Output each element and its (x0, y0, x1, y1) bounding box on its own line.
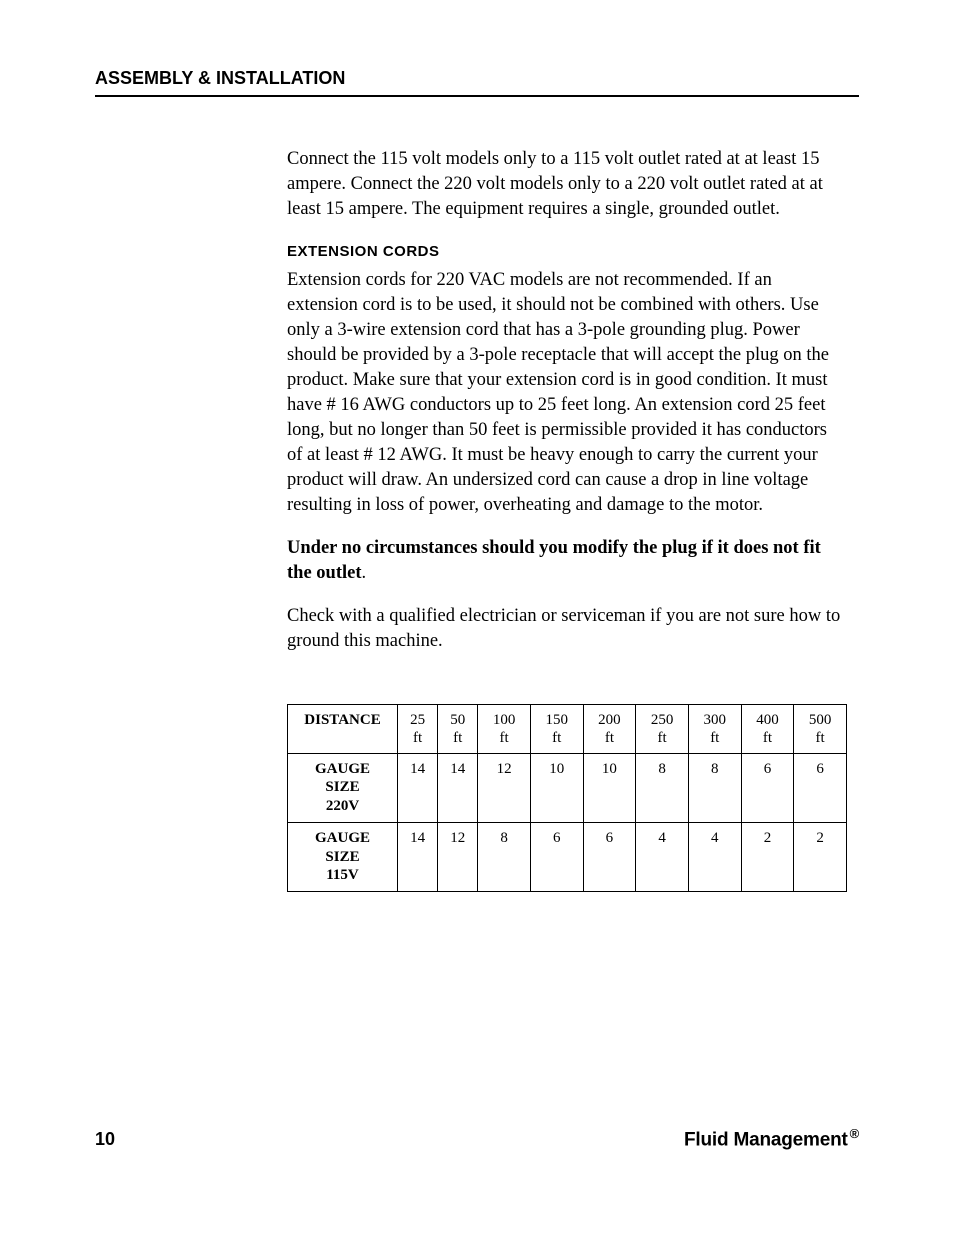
table-cell: 400ft (741, 704, 794, 753)
table-cell: 8 (688, 753, 741, 822)
table-cell: 4 (636, 822, 689, 891)
table-cell: 2 (741, 822, 794, 891)
page-footer: 10 Fluid Management® (95, 1126, 859, 1151)
table-cell: 6 (583, 822, 636, 891)
bold-text: Under no circumstances should you modify… (287, 538, 821, 583)
paragraph: Check with a qualified electrician or se… (287, 604, 847, 654)
table-cell: 14 (398, 822, 438, 891)
paragraph: Connect the 115 volt models only to a 11… (287, 147, 847, 222)
table-row: GAUGESIZE115V 14 12 8 6 6 4 4 2 2 (288, 822, 847, 891)
row-header-distance: DISTANCE (288, 704, 398, 753)
table-cell: 6 (530, 822, 583, 891)
subheading-extension-cords: EXTENSION CORDS (287, 242, 847, 262)
table-cell: 300ft (688, 704, 741, 753)
paragraph: Extension cords for 220 VAC models are n… (287, 268, 847, 518)
table-cell: 25ft (398, 704, 438, 753)
table-cell: 150ft (530, 704, 583, 753)
brand-text: Fluid Management (684, 1129, 848, 1150)
table-cell: 6 (794, 753, 847, 822)
row-header-gauge-220v: GAUGESIZE220V (288, 753, 398, 822)
gauge-table-container: DISTANCE 25ft 50ft 100ft 150ft 200ft 250… (287, 704, 847, 893)
table-cell: 6 (741, 753, 794, 822)
table-cell: 100ft (478, 704, 531, 753)
table-cell: 10 (530, 753, 583, 822)
section-header: ASSEMBLY & INSTALLATION (95, 68, 859, 97)
row-header-gauge-115v: GAUGESIZE115V (288, 822, 398, 891)
table-cell: 8 (636, 753, 689, 822)
body-content: Connect the 115 volt models only to a 11… (287, 147, 847, 654)
table-cell: 4 (688, 822, 741, 891)
brand-name: Fluid Management® (684, 1126, 859, 1151)
text: . (362, 563, 367, 583)
table-cell: 14 (438, 753, 478, 822)
paragraph-warning: Under no circumstances should you modify… (287, 536, 847, 586)
table-cell: 12 (438, 822, 478, 891)
table-row: DISTANCE 25ft 50ft 100ft 150ft 200ft 250… (288, 704, 847, 753)
table-cell: 500ft (794, 704, 847, 753)
table-cell: 12 (478, 753, 531, 822)
registered-icon: ® (850, 1126, 859, 1141)
page: ASSEMBLY & INSTALLATION Connect the 115 … (0, 0, 954, 1235)
table-cell: 50ft (438, 704, 478, 753)
table-cell: 8 (478, 822, 531, 891)
table-cell: 200ft (583, 704, 636, 753)
table-cell: 2 (794, 822, 847, 891)
gauge-table: DISTANCE 25ft 50ft 100ft 150ft 200ft 250… (287, 704, 847, 893)
table-row: GAUGESIZE220V 14 14 12 10 10 8 8 6 6 (288, 753, 847, 822)
table-cell: 10 (583, 753, 636, 822)
table-cell: 250ft (636, 704, 689, 753)
page-number: 10 (95, 1129, 115, 1150)
table-cell: 14 (398, 753, 438, 822)
